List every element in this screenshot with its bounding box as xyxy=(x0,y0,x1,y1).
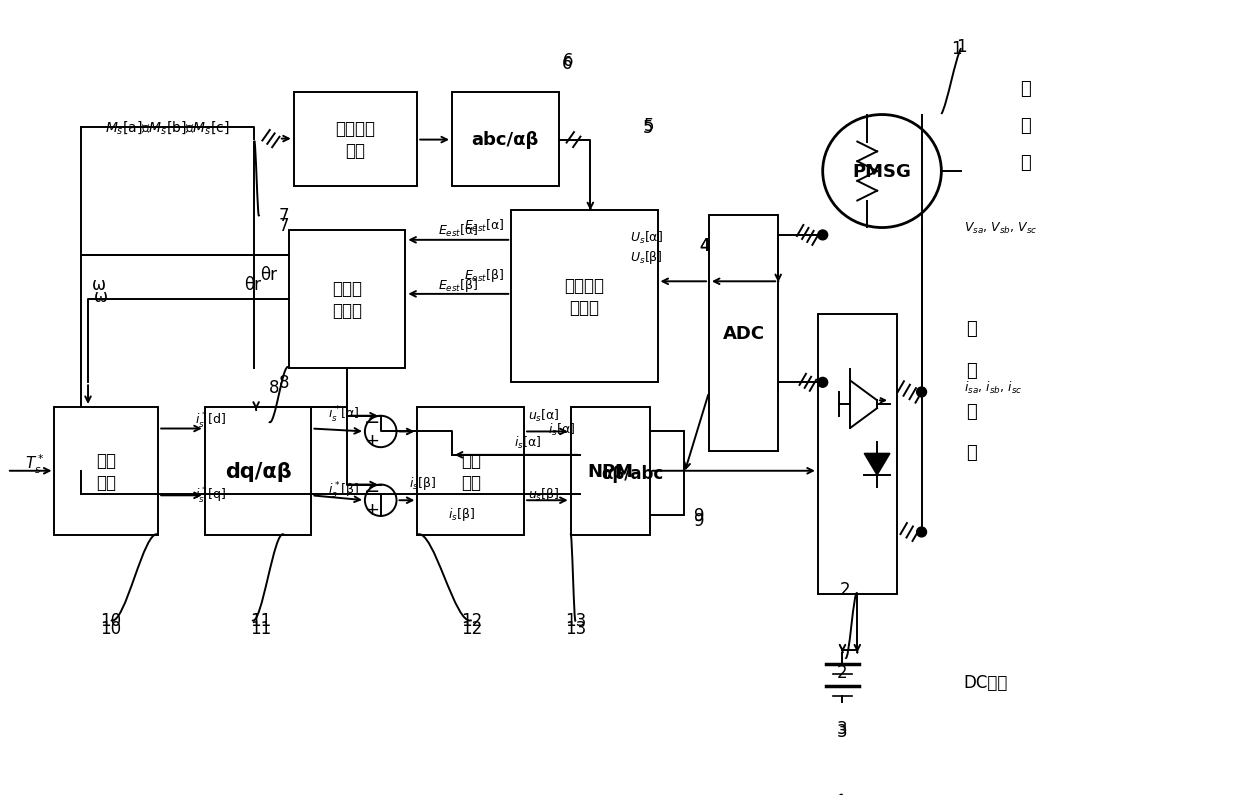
Text: 1: 1 xyxy=(956,38,966,56)
Text: 8: 8 xyxy=(269,379,279,397)
Text: ω: ω xyxy=(92,276,105,294)
Text: 5: 5 xyxy=(644,117,653,135)
Text: $i^*_s$[d]: $i^*_s$[d] xyxy=(195,410,226,430)
Text: 12: 12 xyxy=(461,619,482,638)
Text: $i_s$[β]: $i_s$[β] xyxy=(449,505,475,522)
Text: 整: 整 xyxy=(966,320,976,338)
Text: $E_{est}$[α]: $E_{est}$[α] xyxy=(438,223,479,239)
Text: $i_s$[β]: $i_s$[β] xyxy=(409,474,435,491)
Bar xyxy=(570,407,650,535)
Text: 6: 6 xyxy=(563,55,573,73)
Text: 3: 3 xyxy=(837,719,848,737)
Text: 13: 13 xyxy=(565,611,587,630)
Text: −: − xyxy=(363,412,379,431)
Bar xyxy=(294,93,418,187)
Bar xyxy=(817,314,897,593)
Bar xyxy=(580,432,684,516)
Text: $i^*_s$[q]: $i^*_s$[q] xyxy=(195,486,226,506)
Circle shape xyxy=(817,231,827,241)
Text: $E_{est}$[β]: $E_{est}$[β] xyxy=(438,276,477,294)
Circle shape xyxy=(916,387,926,397)
Text: 5: 5 xyxy=(642,119,653,136)
Text: 定子电压
观测: 定子电压 观测 xyxy=(336,119,376,160)
Text: +: + xyxy=(365,431,379,450)
Text: 装: 装 xyxy=(966,403,976,420)
Text: ADC: ADC xyxy=(723,325,765,342)
Text: $E_{est}$[α]: $E_{est}$[α] xyxy=(464,218,505,234)
Text: $i_s$[α]: $i_s$[α] xyxy=(548,421,575,437)
Text: DC母线: DC母线 xyxy=(963,673,1008,691)
Bar xyxy=(289,231,405,368)
Bar xyxy=(451,93,559,187)
Text: abc/αβ: abc/αβ xyxy=(471,131,539,149)
Text: 11: 11 xyxy=(250,611,272,630)
Text: $U_s$[α]: $U_s$[α] xyxy=(630,229,663,245)
Text: 13: 13 xyxy=(565,619,587,638)
Bar xyxy=(55,407,159,535)
Text: 9: 9 xyxy=(694,506,704,525)
Text: αβ/abc: αβ/abc xyxy=(601,464,663,483)
Text: 2: 2 xyxy=(841,580,851,598)
Text: 发: 发 xyxy=(1021,79,1030,97)
Text: $M_s$[a]、$M_s$[b]、$M_s$[c]: $M_s$[a]、$M_s$[b]、$M_s$[c] xyxy=(105,119,229,136)
Polygon shape xyxy=(864,454,890,476)
Circle shape xyxy=(817,378,827,387)
Text: 反向电动
势计算: 反向电动 势计算 xyxy=(564,277,604,317)
Text: ω: ω xyxy=(94,287,108,306)
Text: $E_{est}$[β]: $E_{est}$[β] xyxy=(464,266,505,283)
Bar xyxy=(205,407,311,535)
Text: 2: 2 xyxy=(837,663,848,682)
Text: 6: 6 xyxy=(563,52,574,70)
Text: θr: θr xyxy=(260,266,278,284)
Text: 7: 7 xyxy=(279,217,289,235)
Text: −: − xyxy=(363,481,379,500)
Text: PMSG: PMSG xyxy=(853,163,911,180)
Text: $i^*_s$[β]: $i^*_s$[β] xyxy=(329,480,360,500)
Bar xyxy=(709,216,779,452)
Text: 电流
计算: 电流 计算 xyxy=(97,451,117,492)
Text: $T^*_s$: $T^*_s$ xyxy=(25,452,45,475)
Text: $i_{sa}$, $i_{sb}$, $i_{sc}$: $i_{sa}$, $i_{sb}$, $i_{sc}$ xyxy=(965,379,1023,396)
Text: 1: 1 xyxy=(951,40,961,58)
Text: +: + xyxy=(365,500,379,518)
Text: $U_s$[β]: $U_s$[β] xyxy=(630,249,662,265)
Text: 10: 10 xyxy=(100,619,122,638)
Text: 电流
调节: 电流 调节 xyxy=(461,451,481,492)
Bar xyxy=(511,211,657,383)
Text: $u_s$[α]: $u_s$[α] xyxy=(528,407,559,423)
Text: θr: θr xyxy=(244,276,260,294)
Text: $i_s$[α]: $i_s$[α] xyxy=(513,435,541,451)
Text: 电: 电 xyxy=(1021,117,1030,135)
Text: 9: 9 xyxy=(694,511,704,529)
Text: 3: 3 xyxy=(837,723,848,740)
Text: 机: 机 xyxy=(1021,154,1030,172)
Text: $V_{sa}$, $V_{sb}$, $V_{sc}$: $V_{sa}$, $V_{sb}$, $V_{sc}$ xyxy=(965,221,1038,235)
Text: $u_s$[β]: $u_s$[β] xyxy=(528,485,559,502)
Circle shape xyxy=(916,528,926,537)
Text: 12: 12 xyxy=(461,611,482,630)
Text: 10: 10 xyxy=(100,611,122,630)
Text: 7: 7 xyxy=(279,207,289,225)
Text: dq/αβ: dq/αβ xyxy=(224,461,291,481)
Text: 4: 4 xyxy=(699,237,709,254)
Text: $i^*_s$[α]: $i^*_s$[α] xyxy=(329,404,360,424)
Text: 8: 8 xyxy=(279,374,289,392)
Text: 11: 11 xyxy=(250,619,272,638)
Text: NPM: NPM xyxy=(587,462,634,480)
Text: 置: 置 xyxy=(966,444,976,461)
Bar xyxy=(418,407,525,535)
Text: 4: 4 xyxy=(699,237,709,254)
Text: 转子位
置跟踪: 转子位 置跟踪 xyxy=(332,279,362,319)
Text: 流: 流 xyxy=(966,361,976,379)
